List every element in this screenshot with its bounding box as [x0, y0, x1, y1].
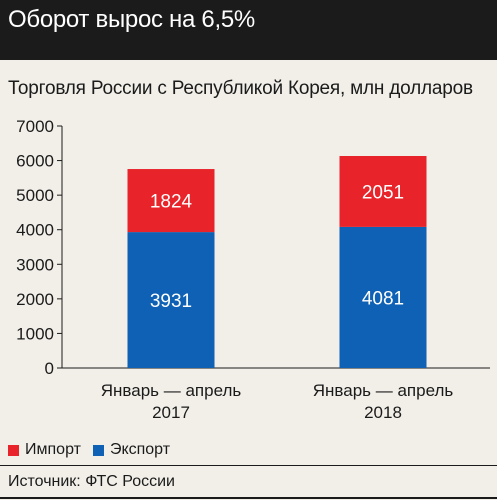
divider [0, 465, 497, 466]
legend-swatch-export [92, 444, 104, 456]
bar-import [127, 169, 215, 233]
bar-import [339, 156, 427, 227]
legend-swatch-import [8, 444, 19, 456]
y-tick-label: 5000 [16, 186, 54, 205]
y-tick-label: 6000 [16, 152, 54, 171]
legend: Импорт Экспорт [8, 440, 182, 460]
y-tick-label: 7000 [16, 117, 54, 136]
legend-label-export: Экспорт [109, 441, 171, 458]
x-tick-label: Январь — апрель [313, 381, 454, 400]
y-tick-label: 1000 [16, 324, 54, 343]
bar-export [127, 232, 215, 368]
y-tick-label: 4000 [16, 221, 54, 240]
legend-label-import: Импорт [25, 441, 81, 458]
data-label-export: 3931 [150, 291, 192, 312]
data-label-import: 2051 [362, 182, 404, 203]
x-tick-label: 2017 [152, 403, 190, 422]
bar-export [339, 226, 427, 368]
y-tick-label: 0 [45, 359, 54, 378]
y-tick-label: 2000 [16, 290, 54, 309]
header-bar: Оборот вырос на 6,5% [0, 0, 497, 60]
source-note: Источник: ФТС России [8, 473, 175, 490]
data-label-export: 4081 [362, 288, 404, 309]
legend-item-export: Экспорт [92, 441, 171, 459]
bottom-border [0, 497, 497, 499]
y-tick-label: 3000 [16, 255, 54, 274]
legend-item-import: Импорт [8, 441, 81, 459]
x-tick-label: Январь — апрель [101, 381, 242, 400]
chart-title: Торговля России с Республикой Корея, млн… [8, 78, 473, 99]
data-label-import: 1824 [150, 192, 193, 213]
x-tick-label: 2018 [364, 403, 402, 422]
bar-chart: 0 1000 2000 3000 4000 5000 6000 7000 3931 1824 Янв… [16, 117, 490, 422]
page-title: Оборот вырос на 6,5% [8, 6, 255, 33]
